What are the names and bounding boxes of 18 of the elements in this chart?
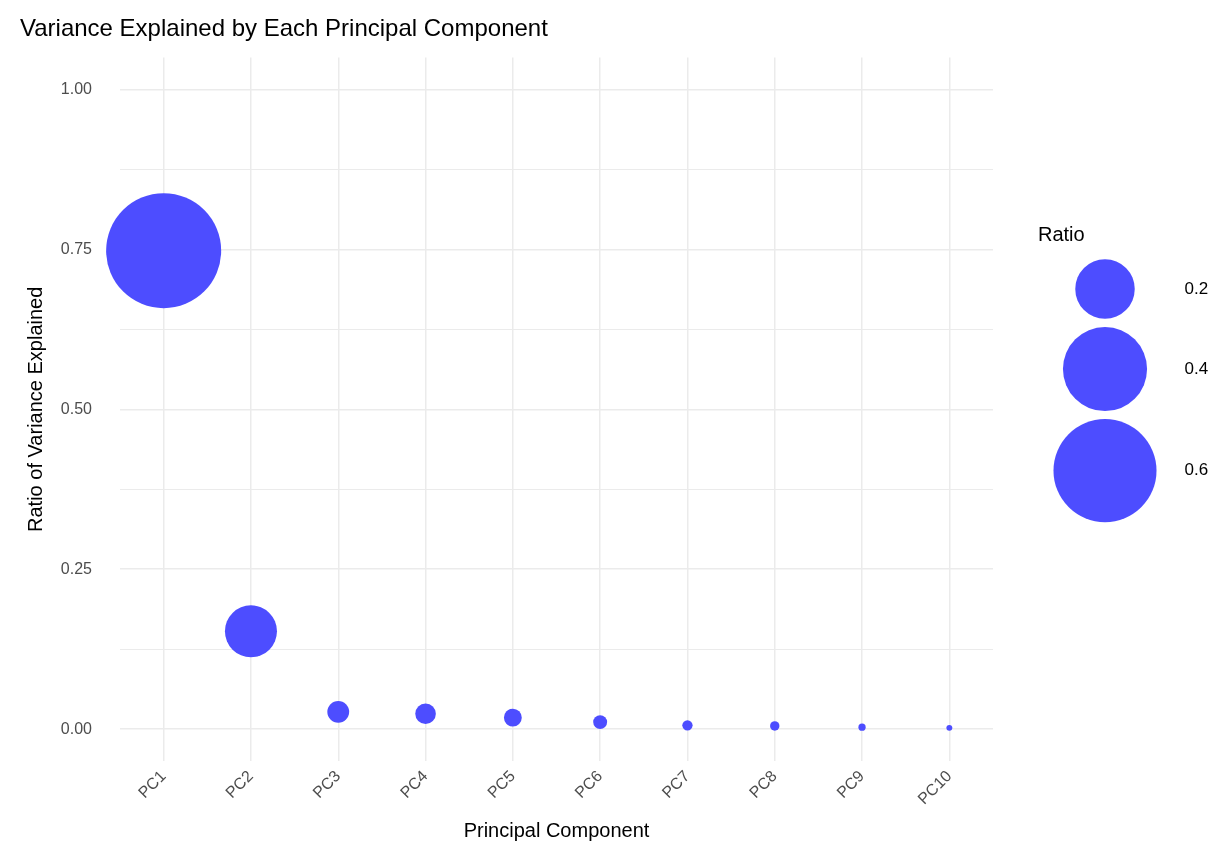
- y-tick-label: 0.50: [60, 399, 93, 417]
- y-tick-label: 0.25: [60, 559, 93, 577]
- x-axis-title: Principal Component: [463, 818, 650, 841]
- legend-title: Ratio: [1038, 222, 1085, 245]
- legend-label: 0.4: [1184, 358, 1209, 378]
- y-tick-label: 1.00: [60, 79, 93, 97]
- legend-label: 0.6: [1184, 460, 1209, 480]
- x-tick-label: PC2: [222, 767, 257, 802]
- x-tick-label: PC8: [745, 767, 781, 802]
- x-tick-label: PC9: [833, 767, 868, 802]
- x-tick-label: PC1: [134, 767, 169, 802]
- legend-label: 0.2: [1184, 278, 1209, 298]
- y-tick-label: 0.00: [60, 719, 93, 737]
- x-tick-label: PC3: [309, 767, 344, 802]
- chart-title: Variance Explained by Each Principal Component: [20, 13, 549, 41]
- y-axis-title: Ratio of Variance Explained: [23, 286, 46, 532]
- y-tick-label: 0.75: [60, 239, 93, 257]
- x-tick-label: PC6: [571, 767, 606, 802]
